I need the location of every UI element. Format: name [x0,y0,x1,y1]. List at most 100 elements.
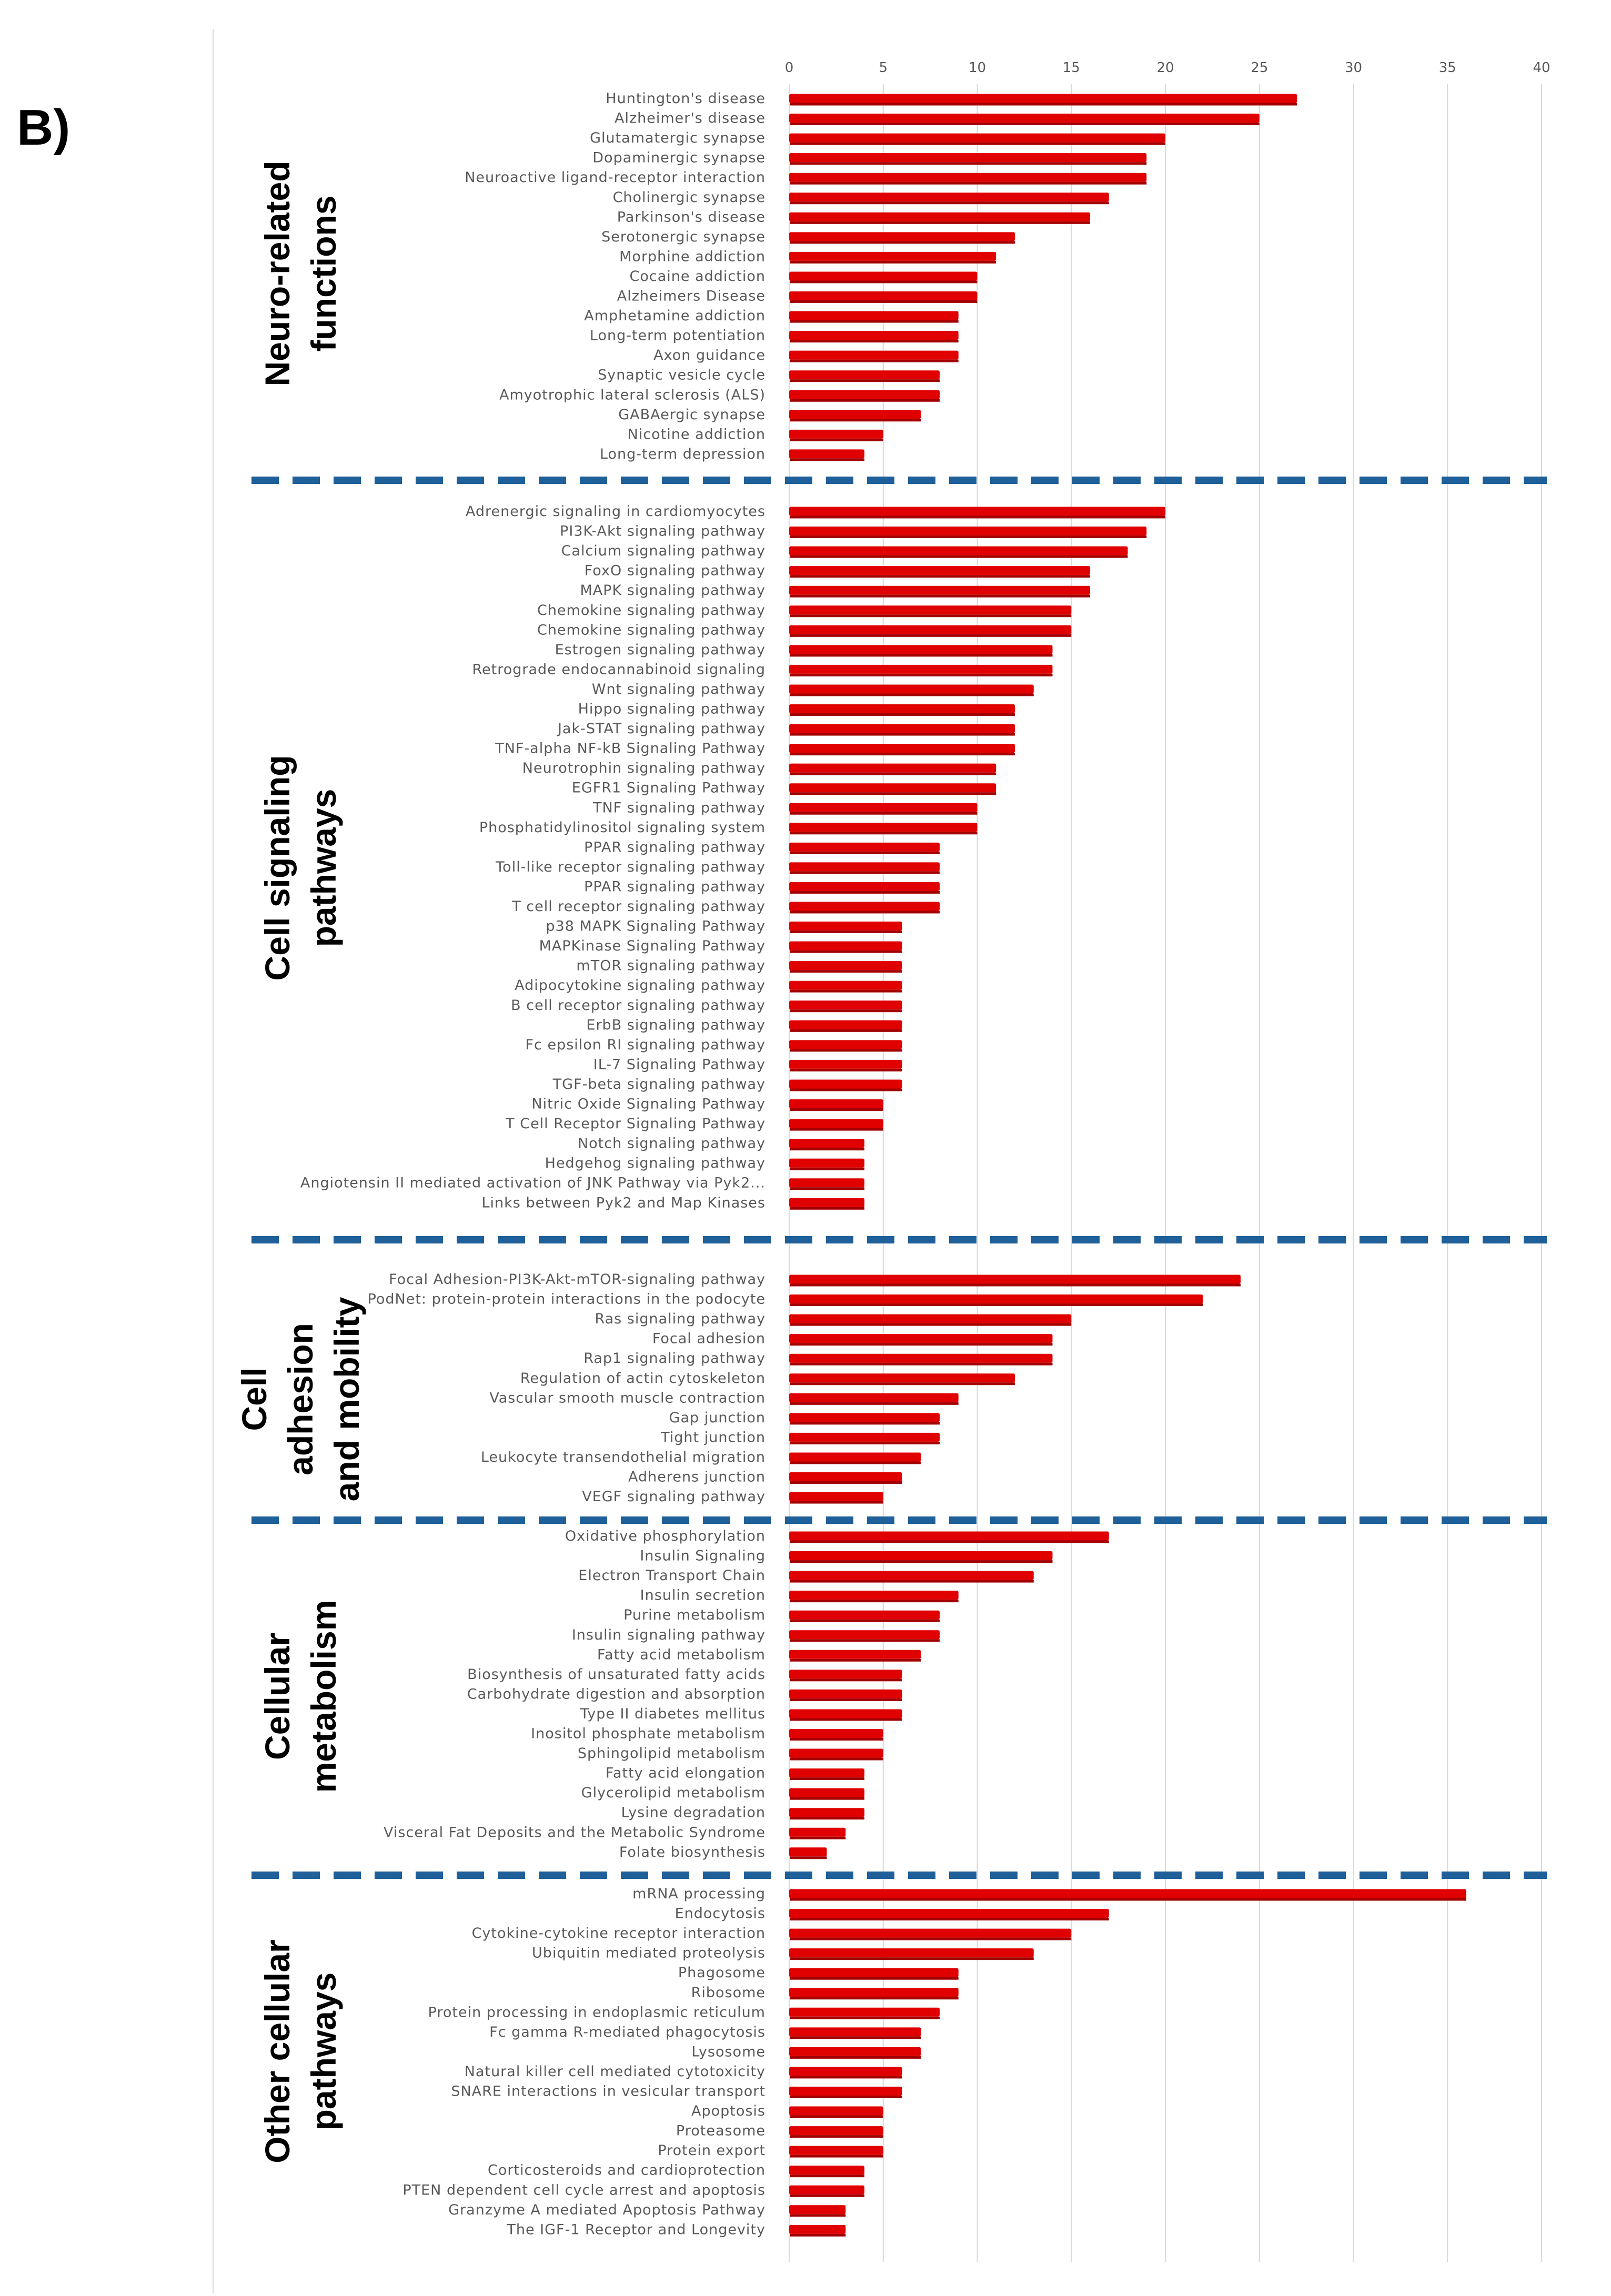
bar-shadow [790,1639,940,1642]
category-label: IL-7 Signaling Pathway [593,1056,766,1073]
bar-shadow [790,1343,1053,1346]
bar: The IGF-1 Receptor and Longevity: 3 [789,2224,846,2234]
bar: Purine metabolism: 8 [789,1610,940,1620]
category-label: mTOR signaling pathway [576,958,766,974]
bar: Carbohydrate digestion and absorption: 6 [789,1689,902,1698]
category-label: Ubiquitin mediated proteolysis [532,1945,766,1961]
bar-shadow [790,201,1109,205]
category-label: Lysine degradation [621,1805,766,1821]
bar-shadow [790,2174,864,2178]
category-label: Purine metabolism [623,1607,766,1623]
group-title-line: Cell signaling [258,755,297,980]
bar: SNARE interactions in vesicular transpor… [789,2087,902,2096]
category-label: Chemokine signaling pathway [537,622,766,638]
bar: Angiotensin II mediated activation of JN… [789,1178,864,1188]
bar: TNF-alpha NF-kB Signaling Pathway: 12 [789,744,1015,753]
bar-shadow [790,2056,921,2059]
category-label: Lysosome [691,2044,766,2060]
bar: Synaptic vesicle cycle: 8 [789,370,940,380]
bar-shadow [790,1957,1034,1960]
x-axis-tick-labels: 0 5 10 15 20 25 30 35 40 [785,60,1550,76]
category-label: The IGF-1 Receptor and Longevity [506,2221,766,2238]
category-label: Amyotrophic lateral sclerosis (ALS) [499,387,766,403]
bar: Protein processing in endoplasmic reticu… [789,2007,940,2017]
bar: mTOR signaling pathway: 6 [789,961,902,970]
category-label: PodNet: protein-protein interactions in … [368,1291,766,1308]
bar-shadow [790,1658,921,1662]
bar: Ras signaling pathway: 15 [789,1314,1072,1323]
bar-shadow [790,1501,883,1504]
bar: PPAR signaling pathway: 8 [789,882,940,891]
category-label: Long-term depression [600,446,766,462]
bar: Biosynthesis of unsaturated fatty acids:… [789,1670,902,1679]
bar-shadow [790,359,959,362]
category-label: Folate biosynthesis [619,1844,766,1860]
category-label: Type II diabetes mellitus [580,1706,766,1722]
category-label: Oxidative phosphorylation [565,1528,766,1544]
bar: PodNet: protein-protein interactions in … [789,1294,1203,1304]
bar-shadow [790,654,1053,657]
bar-shadow [790,1718,902,1721]
bar: Natural killer cell mediated cytotoxicit… [789,2067,902,2076]
bar: Amphetamine addiction: 9 [789,311,959,320]
bar: Wnt signaling pathway: 13 [789,684,1034,694]
bar: Oxidative phosphorylation: 17 [789,1531,1109,1541]
category-label: Focal Adhesion-PI3K-Akt-mTOR-signaling p… [389,1271,766,1288]
category-label: TNF-alpha NF-kB Signaling Pathway [495,741,766,757]
bar: Retrograde endocannabinoid signaling: 14 [789,664,1053,674]
bar: Gap junction: 8 [789,1413,940,1422]
category-label: Hedgehog signaling pathway [545,1155,766,1171]
bar: PPAR signaling pathway: 8 [789,842,940,852]
bar-shadow [790,1323,1072,1326]
category-label: Insulin Signaling [640,1548,766,1564]
x-tick-label-40: 40 [1533,60,1550,76]
bar-shadow [790,260,996,264]
bar: Insulin secretion: 9 [789,1591,959,1600]
bar-shadow [790,1856,827,1859]
bar-shadow [790,1738,883,1741]
bar-shadow [790,2115,883,2118]
bar: Neuroactive ligand-receptor interaction:… [789,173,1147,182]
category-label: ErbB signaling pathway [586,1017,766,1033]
bar: Focal adhesion: 14 [789,1334,1053,1343]
category-label: Adherens junction [628,1469,766,1485]
bar: Toll-like receptor signaling pathway: 8 [789,862,940,872]
bar-shadow [790,970,902,973]
category-label: VEGF signaling pathway [582,1489,766,1505]
bar: Links between Pyk2 and Map Kinases: 4 [789,1198,864,1207]
category-label: Long-term potentiation [590,328,766,344]
category-label: PTEN dependent cell cycle arrest and apo… [402,2182,766,2198]
x-tick-label-15: 15 [1063,60,1080,76]
bar-shadow [790,1068,902,1071]
category-label: Dopaminergic synapse [592,150,766,166]
panel-label: B) [17,99,71,156]
bar-shadow [790,1836,846,1839]
bar: Sphingolipid metabolism: 5 [789,1748,883,1758]
bar: PTEN dependent cell cycle arrest and apo… [789,2185,864,2194]
bar: Ribosome: 9 [789,1988,959,1997]
bar: Amyotrophic lateral sclerosis (ALS): 8 [789,390,940,399]
bar: T cell receptor signaling pathway: 8 [789,902,940,911]
bar-shadow [790,594,1090,598]
bar-shadow [790,911,940,914]
bar-shadow [790,575,1090,578]
bar: Corticosteroids and cardioprotection: 4 [789,2166,864,2175]
group-title: Other cellular pathways [258,1939,343,2163]
bar: Protein export: 5 [789,2146,883,2155]
category-label: Proteasome [676,2123,766,2139]
bar-shadow [790,1977,959,1980]
bar-shadow [790,673,1053,676]
bar: Jak-STAT signaling pathway: 12 [789,724,1015,733]
bar-shadow [790,515,1165,519]
bar: GABAergic synapse: 7 [789,410,921,419]
bar: Proteasome: 5 [789,2126,883,2136]
bar: B cell receptor signaling pathway: 6 [789,1000,902,1010]
category-label: Endocytosis [675,1906,766,1922]
category-label: Calcium signaling pathway [561,543,766,559]
bar: Hippo signaling pathway: 12 [789,704,1015,713]
bar: FoxO signaling pathway: 16 [789,566,1090,575]
bar-shadow [790,1580,1034,1583]
bar-shadow [790,1108,883,1111]
group-title: Neuro-related functions [258,160,343,386]
category-label: Focal adhesion [652,1331,766,1347]
